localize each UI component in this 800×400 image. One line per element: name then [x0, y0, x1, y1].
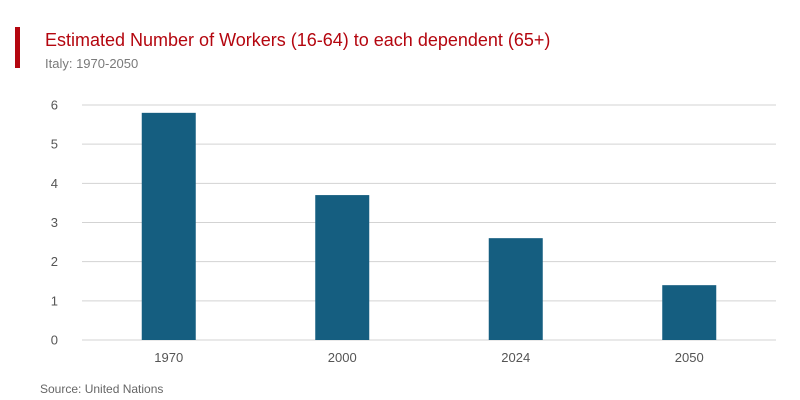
bar-2000 — [315, 195, 370, 340]
x-tick-label: 2000 — [328, 350, 357, 365]
bar-1970 — [141, 112, 196, 340]
y-tick-label: 2 — [51, 254, 58, 269]
bars — [141, 112, 717, 340]
source-note: Source: United Nations — [40, 382, 164, 396]
bar-2050 — [662, 285, 717, 340]
y-tick-label: 1 — [51, 293, 58, 308]
y-tick-label: 0 — [51, 333, 58, 348]
chart-title: Estimated Number of Workers (16-64) to e… — [45, 30, 551, 50]
y-tick-label: 6 — [51, 98, 58, 113]
y-tick-label: 3 — [51, 215, 58, 230]
gridlines — [82, 104, 776, 341]
x-tick-label: 1970 — [154, 350, 183, 365]
y-tick-label: 4 — [51, 176, 58, 191]
x-axis-ticks: 1970 2000 2024 2050 — [154, 350, 703, 365]
y-tick-label: 5 — [51, 137, 58, 152]
title-accent-bar — [15, 27, 20, 68]
y-axis-ticks: 0 1 2 3 4 5 6 — [51, 98, 58, 348]
chart-subtitle: Italy: 1970-2050 — [45, 56, 139, 71]
x-tick-label: 2024 — [501, 350, 530, 365]
x-tick-label: 2050 — [675, 350, 704, 365]
bar-2024 — [488, 238, 543, 340]
